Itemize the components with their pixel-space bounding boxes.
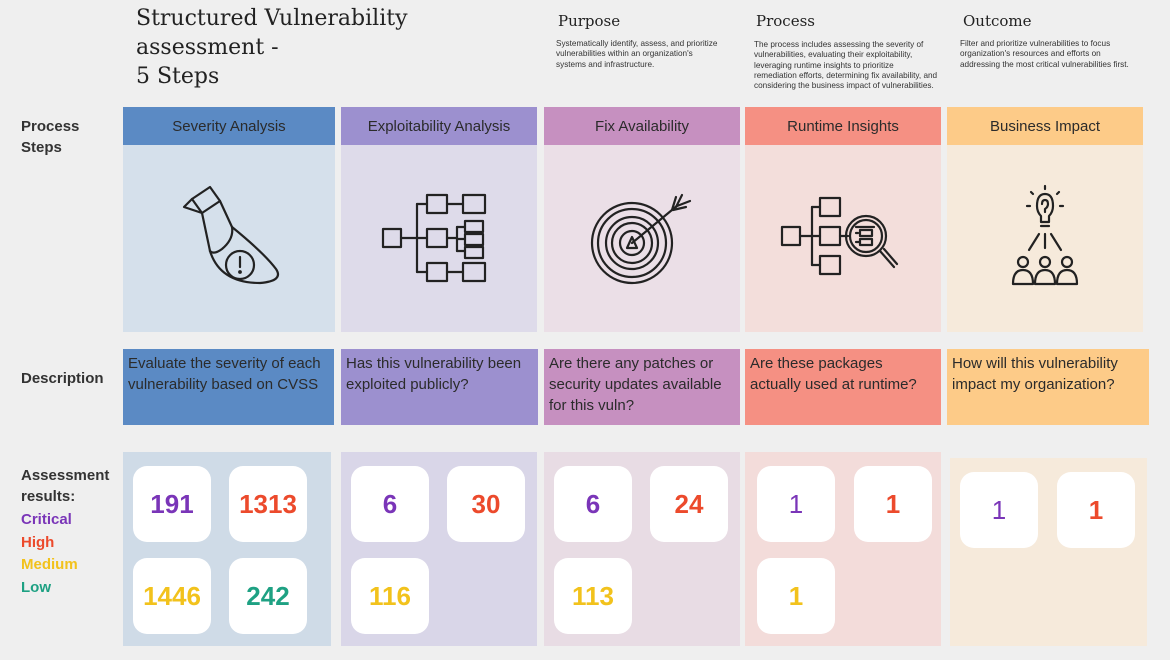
high-count: 24	[650, 466, 728, 542]
severity-legend: Critical High Medium Low	[21, 509, 78, 599]
high-count: 1313	[229, 466, 307, 542]
outcome-text: Filter and prioritize vulnerabilities to…	[960, 39, 1129, 69]
medium-count: 116	[351, 558, 429, 634]
flowchart-icon	[341, 145, 537, 332]
step-description: Has this vulnerability been exploited pu…	[341, 349, 538, 425]
step-business-impact: Business Impact	[947, 107, 1143, 332]
legend-medium: Medium	[21, 556, 78, 573]
medium-count: 113	[554, 558, 632, 634]
purpose-text: Systematically identify, assess, and pri…	[556, 39, 718, 69]
high-count: 1	[1057, 472, 1135, 548]
step-description: Evaluate the severity of each vulnerabil…	[123, 349, 334, 425]
outcome-heading: Outcome	[963, 12, 1032, 30]
flowchart-magnifier-icon	[745, 145, 941, 332]
results-panel: 191 1313 1446 242	[123, 452, 331, 646]
step-description: Are these packages actually used at runt…	[745, 349, 941, 425]
spotlight-warning-icon	[123, 145, 335, 332]
legend-high: High	[21, 533, 55, 551]
step-title: Runtime Insights	[745, 107, 941, 145]
step-fix-availability: Fix Availability	[544, 107, 740, 332]
critical-count: 6	[554, 466, 632, 542]
medium-count: 1	[757, 558, 835, 634]
assessment-results-label: Assessment results:	[21, 467, 110, 505]
process-heading: Process	[756, 12, 815, 30]
high-count: 1	[854, 466, 932, 542]
description-label: Description	[21, 370, 104, 387]
step-exploitability-analysis: Exploitability Analysis	[341, 107, 537, 332]
critical-count: 191	[133, 466, 211, 542]
process-steps-label: Process Steps	[21, 118, 80, 156]
critical-count: 6	[351, 466, 429, 542]
step-description: Are there any patches or security update…	[544, 349, 740, 425]
process-text: The process includes assessing the sever…	[754, 40, 938, 91]
target-icon	[544, 145, 740, 332]
medium-count: 1446	[133, 558, 211, 634]
step-severity-analysis: Severity Analysis	[123, 107, 335, 332]
title-line-3: 5 Steps	[136, 64, 220, 89]
idea-team-icon	[947, 145, 1143, 332]
purpose-heading: Purpose	[558, 12, 621, 30]
results-panel: 1 1	[950, 458, 1147, 646]
page-title: Structured Vulnerability assessment - 5 …	[136, 4, 466, 91]
low-count: 242	[229, 558, 307, 634]
step-title: Severity Analysis	[123, 107, 335, 145]
step-description: How will this vulnerability impact my or…	[947, 349, 1149, 425]
title-line-1: Structured Vulnerability	[136, 6, 408, 31]
step-title: Exploitability Analysis	[341, 107, 537, 145]
critical-count: 1	[757, 466, 835, 542]
high-count: 30	[447, 466, 525, 542]
critical-count: 1	[960, 472, 1038, 548]
results-panel: 6 24 113	[544, 452, 740, 646]
legend-critical: Critical	[21, 511, 72, 528]
legend-low: Low	[21, 578, 51, 596]
title-line-2: assessment -	[136, 35, 279, 60]
step-runtime-insights: Runtime Insights	[745, 107, 941, 332]
results-panel: 6 30 116	[341, 452, 537, 646]
step-title: Business Impact	[947, 107, 1143, 145]
results-panel: 1 1 1	[745, 452, 941, 646]
step-title: Fix Availability	[544, 107, 740, 145]
